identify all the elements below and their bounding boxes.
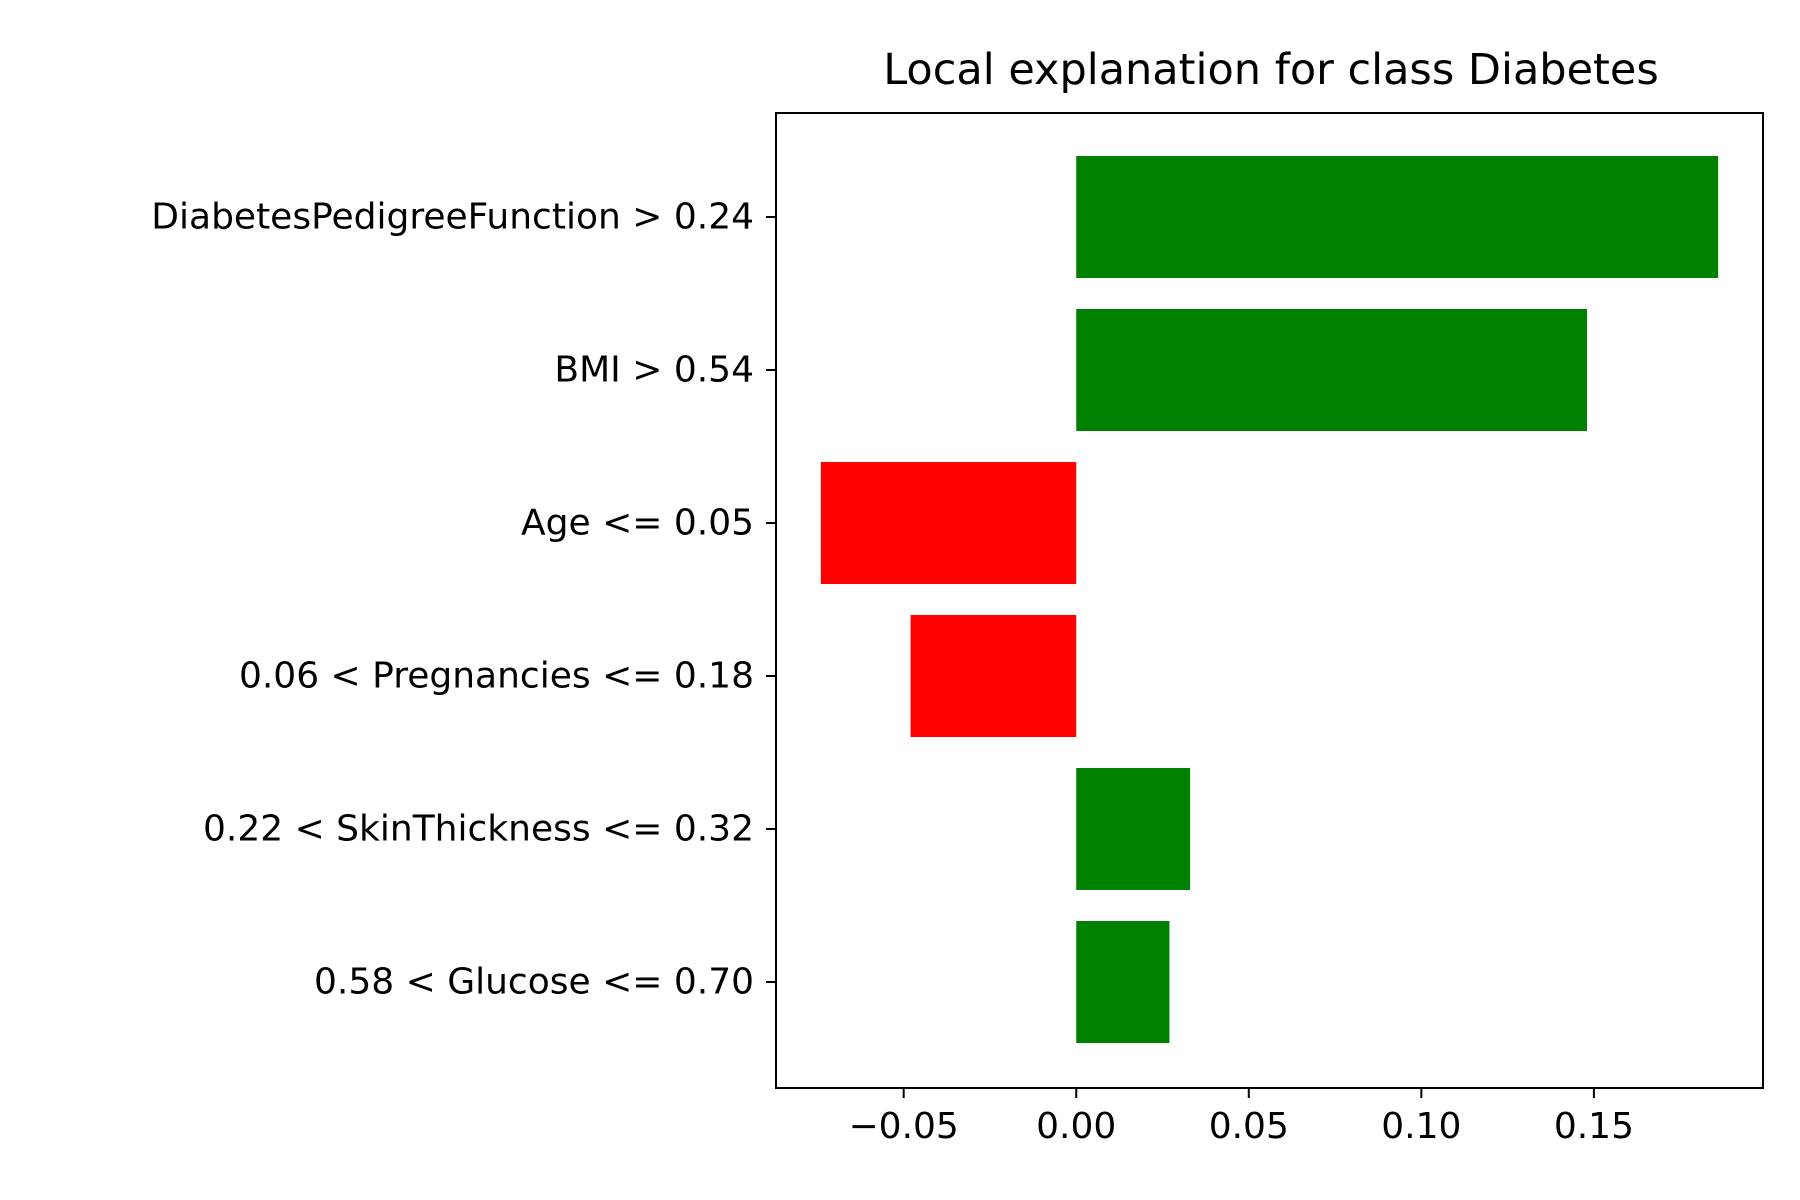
x-tick-label: 0.15 [1554, 1106, 1634, 1147]
x-axis: −0.05 0.00 0.05 0.10 0.15 [849, 1088, 1634, 1147]
y-tick-label: DiabetesPedigreeFunction > 0.24 [151, 197, 754, 238]
bar-4 [1076, 768, 1191, 890]
y-tick-label: Age <= 0.05 [521, 503, 754, 544]
bar-0 [1076, 156, 1719, 278]
x-tick-label: −0.05 [849, 1106, 959, 1147]
plot-area-frame [775, 112, 1764, 1089]
y-axis: DiabetesPedigreeFunction > 0.24 BMI > 0.5… [151, 197, 776, 1003]
bars-group [820, 156, 1719, 1043]
y-tick-label: BMI > 0.54 [554, 350, 754, 391]
x-tick-label: 0.05 [1209, 1106, 1289, 1147]
chart-title: Local explanation for class Diabetes [883, 45, 1659, 95]
bar-2 [820, 462, 1077, 584]
y-tick-label: 0.58 < Glucose <= 0.70 [314, 962, 754, 1003]
bar-5 [1076, 921, 1170, 1043]
y-tick-label: 0.22 < SkinThickness <= 0.32 [203, 809, 754, 850]
bar-3 [910, 615, 1077, 737]
bar-1 [1076, 309, 1587, 431]
x-tick-label: 0.00 [1036, 1106, 1116, 1147]
x-tick-label: 0.10 [1381, 1106, 1461, 1147]
y-tick-label: 0.06 < Pregnancies <= 0.18 [239, 656, 754, 697]
